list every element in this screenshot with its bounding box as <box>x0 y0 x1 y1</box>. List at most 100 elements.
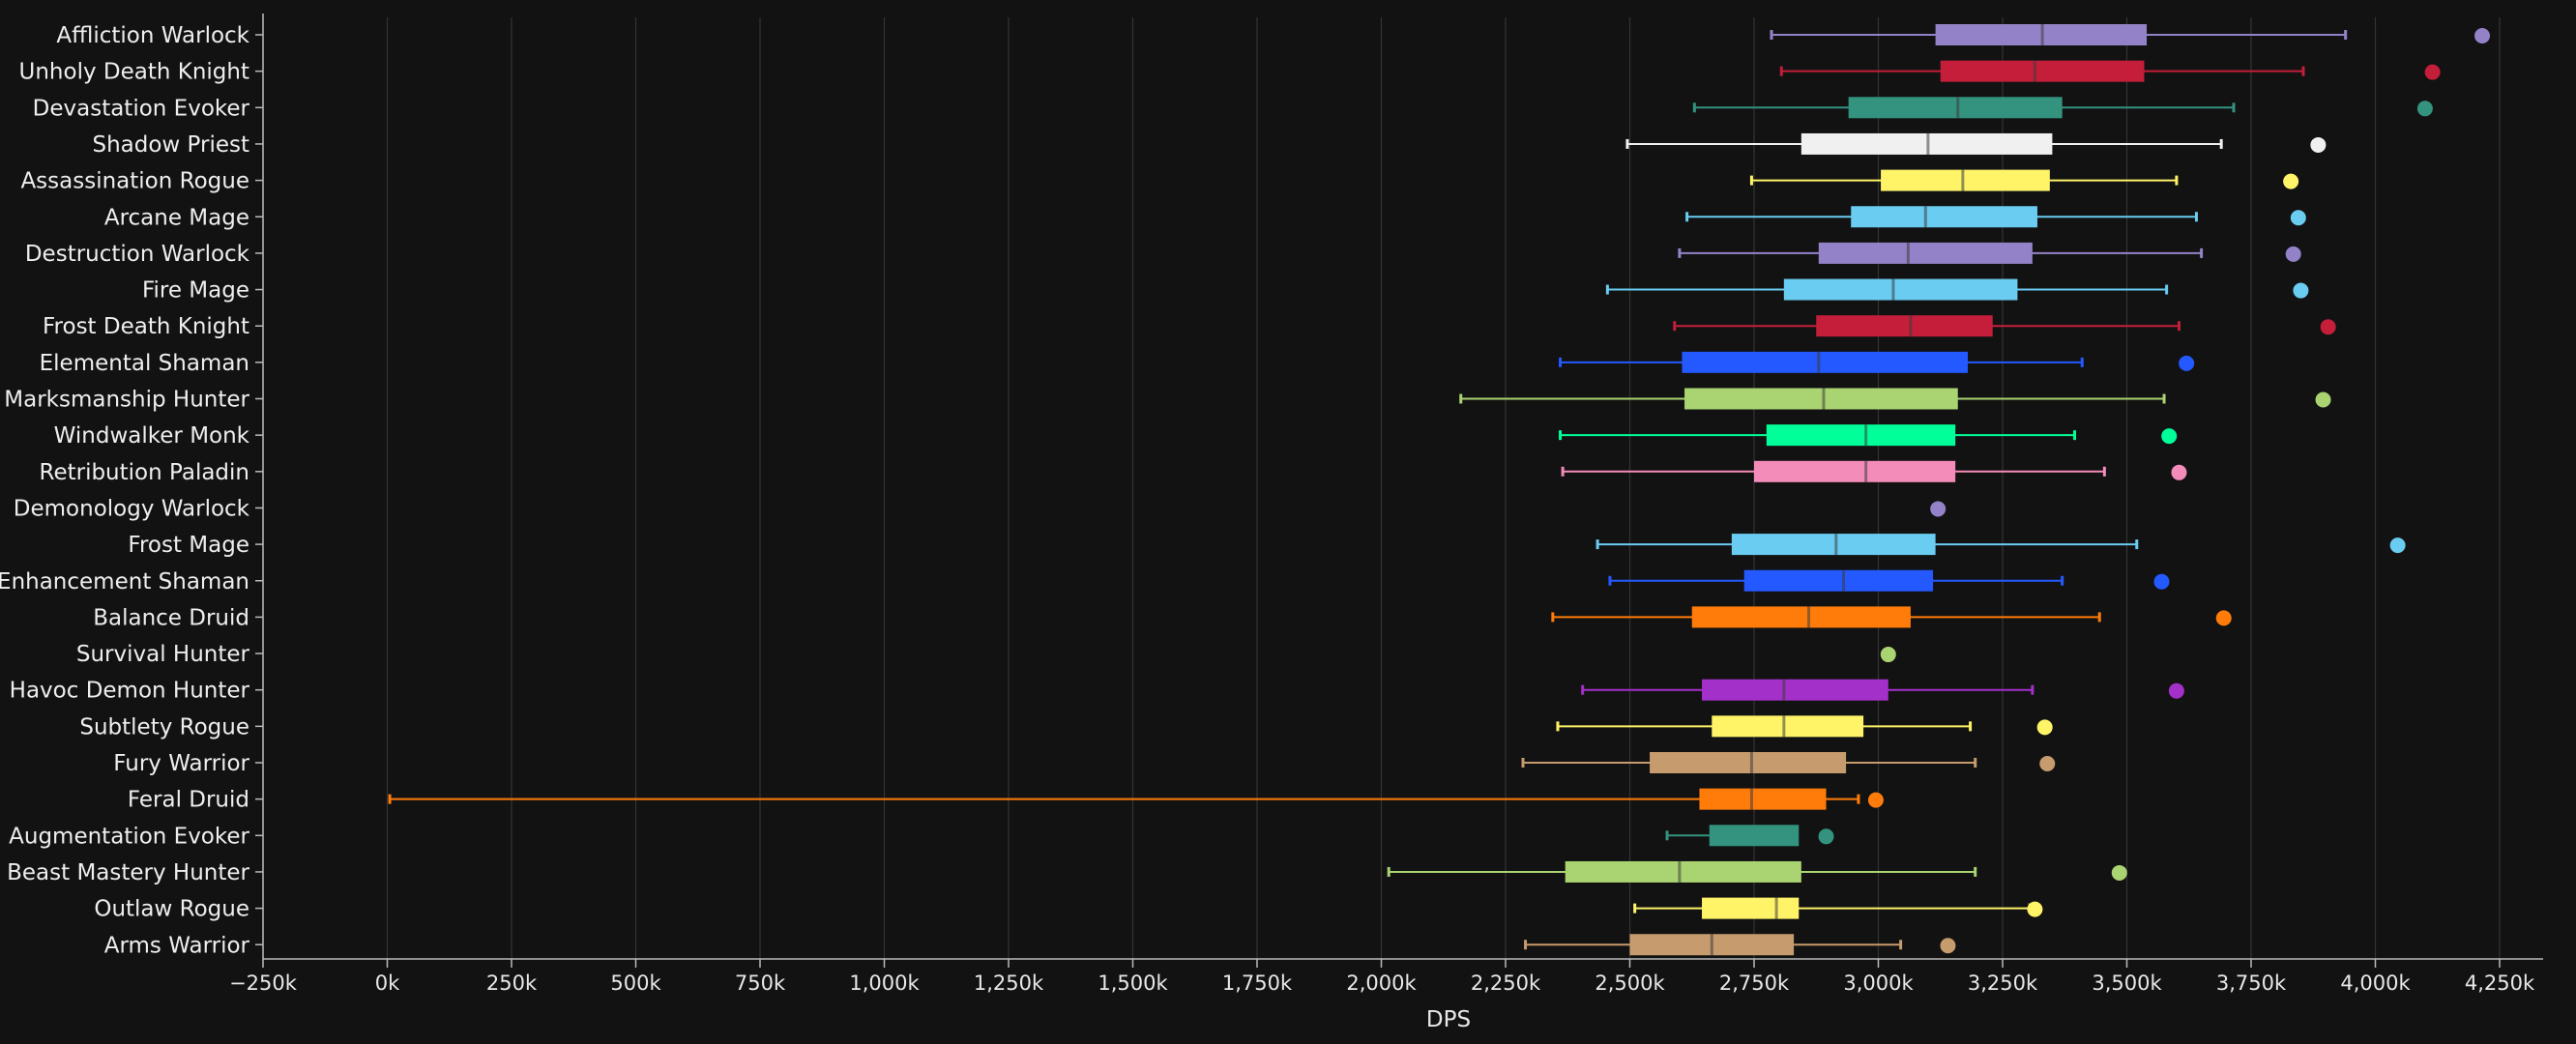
box-row <box>1749 169 2299 191</box>
box-iqr <box>1848 97 2063 119</box>
y-tick-label: Outlaw Rogue <box>94 897 249 922</box>
x-tick-label: 1,250k <box>974 972 1044 995</box>
x-tick-label: 2,250k <box>1471 972 1541 995</box>
outlier-point <box>1940 938 1956 954</box>
box-iqr <box>1691 606 1911 628</box>
y-tick-label: Unholy Death Knight <box>19 60 249 85</box>
box-iqr <box>1816 315 1993 337</box>
box-row <box>1770 24 2491 45</box>
x-axis-label: DPS <box>1426 1007 1471 1032</box>
outlier-point <box>2215 610 2232 626</box>
x-tick-label: 3,750k <box>2216 972 2287 995</box>
y-tick-label: Retribution Paladin <box>40 460 250 485</box>
y-tick-label: Assassination Rogue <box>20 169 249 194</box>
box-iqr <box>1940 60 2145 82</box>
y-tick-label: Havoc Demon Hunter <box>10 679 250 704</box>
box-iqr <box>1684 388 1958 410</box>
y-tick-label: Devastation Evoker <box>33 96 250 121</box>
outlier-point <box>2474 28 2491 44</box>
y-tick-label: Augmentation Evoker <box>9 824 249 849</box>
y-tick-label: Marksmanship Hunter <box>4 388 249 413</box>
box-iqr <box>1766 424 1956 447</box>
y-tick-label: Subtlety Rogue <box>79 714 249 740</box>
box-row <box>1521 752 2056 773</box>
x-tick-label: 4,000k <box>2340 972 2411 995</box>
box-iqr <box>1712 715 1864 738</box>
y-tick-label: Windwalker Monk <box>54 423 250 449</box>
outlier-point <box>2153 573 2170 590</box>
outlier-point <box>2320 319 2336 335</box>
box-row <box>1581 679 2184 701</box>
box-row <box>388 788 1884 810</box>
y-tick-label: Beast Mastery Hunter <box>7 860 249 885</box>
box-row <box>1559 351 2195 373</box>
box-iqr <box>1754 460 1956 482</box>
outlier-point <box>2039 756 2056 771</box>
outlier-point <box>2171 464 2187 480</box>
y-tick-label: Survival Hunter <box>76 642 250 667</box>
x-tick-label: 1,000k <box>849 972 920 995</box>
box-row <box>1633 897 2043 919</box>
box-row <box>1678 242 2301 264</box>
box-iqr <box>1565 860 1801 883</box>
grid-lines <box>262 17 2501 959</box>
outlier-point <box>2416 101 2433 117</box>
y-tick-label: Frost Death Knight <box>43 314 249 339</box>
y-tick-label: Shadow Priest <box>92 132 249 158</box>
y-tick-label: Fury Warrior <box>113 751 249 776</box>
y-tick-label: Affliction Warlock <box>56 23 249 48</box>
box-iqr <box>1702 679 1888 701</box>
x-tick-label: 2,750k <box>1719 972 1790 995</box>
box-row <box>1605 278 2309 301</box>
x-tick-label: 4,250k <box>2465 972 2535 995</box>
outlier-point <box>2161 428 2178 445</box>
x-tick-label: 3,000k <box>1843 972 1914 995</box>
x-tick-label: −250k <box>229 972 298 995</box>
y-tick-label: Feral Druid <box>128 788 249 813</box>
x-tick-label: 0k <box>375 972 400 995</box>
plot-area <box>388 24 2491 956</box>
box-row <box>1673 315 2336 337</box>
y-tick-label: Balance Druid <box>93 605 249 630</box>
box-iqr <box>1881 169 2050 191</box>
box-row <box>1551 606 2232 628</box>
box-row <box>1625 132 2327 155</box>
outlier-point <box>2310 136 2327 153</box>
y-tick-label: Frost Mage <box>128 533 249 558</box>
box-iqr <box>1682 351 1969 373</box>
x-tick-label: 1,500k <box>1098 972 1168 995</box>
y-tick-label: Elemental Shaman <box>40 351 249 376</box>
x-tick-label: 1,750k <box>1222 972 1293 995</box>
box-iqr <box>1699 788 1827 810</box>
x-tick-label: 500k <box>610 972 661 995</box>
box-iqr <box>1818 242 2033 264</box>
box-row <box>1387 860 2127 883</box>
outlier-point <box>1818 828 1834 845</box>
box-row <box>1561 460 2187 482</box>
outlier-point <box>2027 901 2043 917</box>
outlier-point <box>1930 501 1947 517</box>
box-row <box>1608 569 2170 592</box>
outlier-point <box>2285 246 2301 262</box>
box-row <box>1779 60 2441 82</box>
box-iqr <box>1851 206 2037 228</box>
outlier-point <box>2179 355 2195 371</box>
x-tick-label: 250k <box>486 972 538 995</box>
outlier-point <box>1867 792 1884 808</box>
y-tick-label: Enhancement Shaman <box>0 569 249 594</box>
box-row <box>1880 647 1896 663</box>
box-row <box>1930 501 1947 517</box>
outlier-point <box>2168 682 2184 699</box>
y-tick-label: Destruction Warlock <box>25 242 250 267</box>
axes: −250k 0k 250k 500k 750k 1,000k 1,250k 1,500k 1,7… <box>0 14 2543 995</box>
box-iqr <box>1743 569 1934 592</box>
box-row <box>1595 534 2406 556</box>
box-row <box>1692 97 2433 119</box>
outlier-point <box>2424 64 2441 80</box>
box-row <box>1459 388 2331 410</box>
box-row <box>1685 206 2306 228</box>
x-tick-label: 2,000k <box>1346 972 1417 995</box>
box-row <box>1524 934 1956 956</box>
